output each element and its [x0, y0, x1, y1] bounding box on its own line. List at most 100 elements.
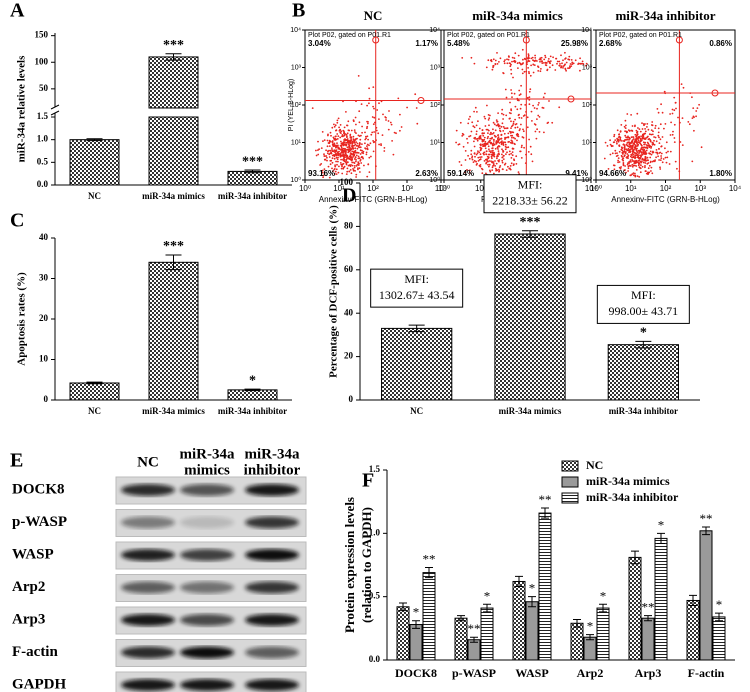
- bar: [641, 617, 655, 661]
- event-dot: [331, 141, 334, 144]
- event-dot: [496, 157, 498, 160]
- event-dot: [506, 58, 508, 61]
- x-tick-label: miR-34a mimics: [142, 191, 205, 201]
- legend-swatch: [561, 460, 579, 472]
- row-label: p-WASP: [12, 514, 67, 530]
- event-dot: [571, 61, 574, 64]
- event-dot: [497, 148, 499, 150]
- event-dot: [623, 155, 626, 158]
- event-dot: [482, 145, 485, 147]
- event-dot: [516, 139, 518, 142]
- event-dot: [641, 158, 644, 161]
- event-dot: [661, 111, 664, 114]
- event-dot: [348, 170, 351, 173]
- event-dot: [461, 57, 464, 59]
- event-dot: [335, 145, 338, 148]
- event-dot: [472, 161, 475, 164]
- event-dot: [355, 152, 357, 154]
- plot-frame: [304, 29, 442, 181]
- event-dot: [645, 144, 648, 146]
- event-dot: [508, 112, 511, 114]
- event-dot: [322, 176, 324, 179]
- row-label: Arp2: [12, 579, 45, 595]
- event-dot: [388, 110, 390, 112]
- event-dot: [657, 127, 660, 130]
- event-dot: [623, 169, 626, 172]
- event-dot: [470, 149, 473, 152]
- event-dot: [622, 162, 625, 164]
- event-dot: [330, 151, 332, 154]
- event-dot: [323, 139, 326, 142]
- significance: **: [468, 621, 481, 636]
- event-dot: [538, 116, 541, 118]
- event-dot: [502, 72, 505, 75]
- event-dot: [366, 104, 368, 107]
- bar: [396, 606, 410, 661]
- event-dot: [357, 157, 360, 160]
- event-dot: [508, 62, 511, 64]
- event-dot: [501, 156, 504, 159]
- event-dot: [665, 161, 668, 164]
- event-dot: [538, 58, 541, 61]
- event-dot: [484, 140, 487, 143]
- event-dot: [483, 151, 485, 154]
- event-dot: [517, 67, 519, 69]
- event-dot: [315, 154, 318, 157]
- event-dot: [477, 120, 479, 123]
- event-dot: [335, 160, 337, 163]
- event-dot: [677, 116, 679, 119]
- event-dot: [329, 159, 332, 162]
- event-dot: [333, 142, 336, 145]
- event-dot: [486, 128, 489, 131]
- event-dot: [520, 103, 523, 106]
- event-dot: [345, 163, 348, 166]
- event-dot: [536, 107, 538, 110]
- event-dot: [618, 133, 620, 136]
- bar: [538, 512, 552, 661]
- event-dot: [521, 62, 524, 65]
- event-dot: [466, 169, 468, 171]
- blot-band: [245, 679, 299, 691]
- event-dot: [368, 156, 371, 159]
- event-dot: [328, 149, 330, 152]
- event-dot: [343, 142, 346, 144]
- event-dot: [342, 135, 344, 138]
- x-tick-label: 10⁴: [435, 184, 448, 193]
- y-axis-label: Percentage of DCF-positive cells (%): [328, 205, 340, 378]
- event-dot: [494, 165, 496, 167]
- y-tick-label: 150: [35, 30, 49, 40]
- event-dot: [687, 121, 690, 123]
- event-dot: [636, 145, 639, 147]
- x-tick-label: Arp2: [577, 666, 604, 680]
- event-dot: [569, 65, 571, 68]
- event-dot: [520, 117, 523, 119]
- event-dot: [364, 142, 366, 145]
- y-tick-label: 40: [39, 232, 49, 242]
- error-bar: [457, 615, 465, 622]
- blot-band: [180, 581, 234, 594]
- event-dot: [549, 55, 552, 58]
- event-dot: [664, 147, 666, 150]
- event-dot: [617, 136, 620, 139]
- event-dot: [475, 124, 478, 127]
- event-dot: [540, 68, 542, 70]
- event-dot: [558, 60, 561, 63]
- event-dot: [647, 162, 650, 164]
- event-dot: [333, 123, 335, 126]
- event-dot: [638, 128, 641, 131]
- event-dot: [537, 66, 540, 68]
- event-dot: [497, 150, 500, 153]
- event-dot: [335, 150, 337, 152]
- event-dot: [340, 130, 343, 133]
- event-dot: [521, 144, 523, 147]
- y-tick-label: 30: [39, 273, 49, 283]
- blot-band: [180, 646, 234, 659]
- event-dot: [518, 129, 521, 132]
- event-dot: [339, 131, 342, 134]
- event-dot: [528, 57, 530, 59]
- event-dot: [638, 176, 641, 178]
- event-dot: [528, 103, 531, 106]
- error-bar: [657, 532, 665, 544]
- event-dot: [473, 62, 476, 65]
- event-dot: [513, 159, 516, 162]
